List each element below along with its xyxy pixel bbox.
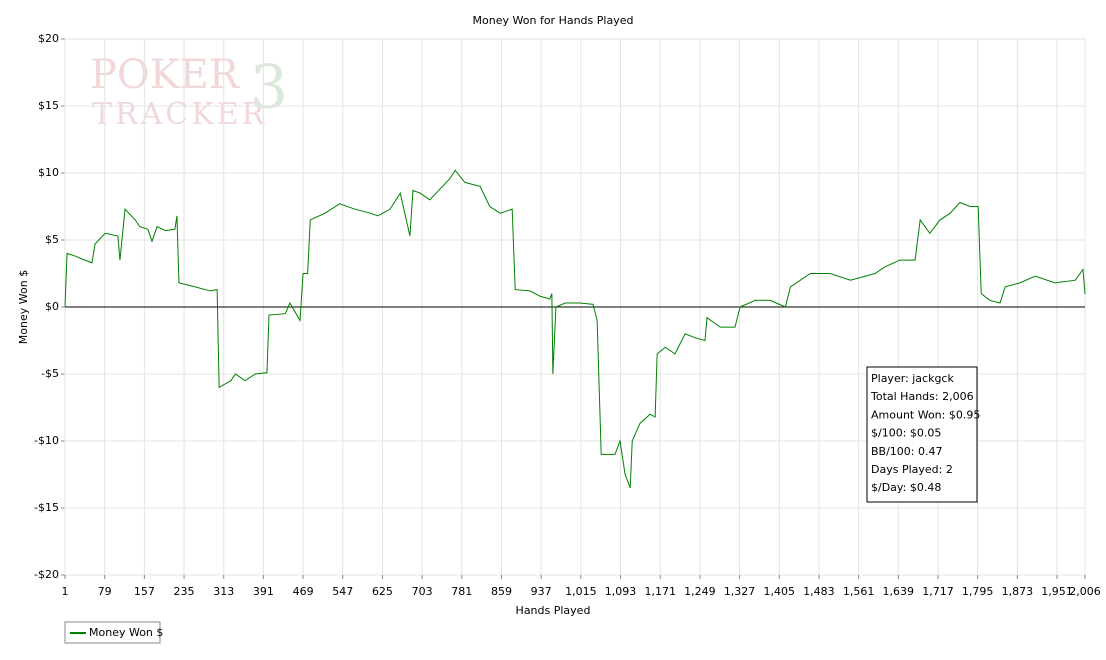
x-tick-label: 1,405: [764, 585, 796, 598]
x-tick-label: 157: [134, 585, 155, 598]
info-box: [866, 366, 978, 503]
x-tick-label: 1,483: [803, 585, 835, 598]
x-tick-label: 2,006: [1069, 585, 1101, 598]
info-text: Days Played: 2: [871, 463, 953, 476]
y-tick-label: $15: [38, 99, 59, 112]
y-tick-label: -$10: [34, 434, 59, 447]
legend-box: [64, 621, 161, 644]
x-tick-label: 1,561: [843, 585, 875, 598]
watermark: POKER: [90, 52, 241, 98]
x-tick-label: 859: [491, 585, 512, 598]
y-tick-label: $0: [45, 300, 59, 313]
y-tick-label: -$20: [34, 568, 59, 581]
x-tick-label: 1,015: [565, 585, 597, 598]
x-tick-label: 625: [372, 585, 393, 598]
info-text: $/Day: $0.48: [871, 481, 941, 494]
x-tick-label: 1,795: [962, 585, 994, 598]
info-text: Amount Won: $0.95: [871, 408, 980, 421]
legend-label: Money Won $: [89, 626, 163, 639]
x-tick-label: 703: [412, 585, 433, 598]
x-tick-label: 79: [98, 585, 112, 598]
x-axis-label: Hands Played: [516, 604, 591, 617]
x-tick-label: 1,717: [922, 585, 954, 598]
x-tick-label: 781: [451, 585, 472, 598]
data-line: [64, 169, 1086, 489]
x-tick-label: 1: [62, 585, 69, 598]
x-tick-label: 1,327: [724, 585, 756, 598]
x-tick-label: 1,951: [1041, 585, 1073, 598]
info-text: Total Hands: 2,006: [870, 390, 974, 403]
chart-title: Money Won for Hands Played: [473, 14, 634, 27]
y-tick-label: $5: [45, 233, 59, 246]
legend: Money Won $: [64, 621, 163, 644]
info-text: BB/100: 0.47: [871, 445, 943, 458]
info-text: Player: jackgck: [871, 372, 954, 385]
x-tick-label: 547: [332, 585, 353, 598]
watermark: TRACKER: [92, 97, 267, 132]
x-tick-label: 937: [531, 585, 552, 598]
x-tick-label: 1,249: [684, 585, 716, 598]
x-tick-label: 1,171: [644, 585, 676, 598]
x-tick-label: 313: [213, 585, 234, 598]
x-tick-label: 1,873: [1002, 585, 1034, 598]
y-axis-label: Money Won $: [17, 270, 30, 344]
y-tick-label: -$15: [34, 501, 59, 514]
x-tick-label: 391: [253, 585, 274, 598]
watermark: 3: [250, 53, 288, 123]
info-text: $/100: $0.05: [871, 427, 941, 440]
x-tick-label: 469: [293, 585, 314, 598]
y-tick-label: $10: [38, 166, 59, 179]
x-tick-label: 235: [174, 585, 195, 598]
y-tick-label: $20: [38, 32, 59, 45]
x-tick-label: 1,639: [883, 585, 915, 598]
y-tick-label: -$5: [41, 367, 59, 380]
x-tick-label: 1,093: [605, 585, 637, 598]
